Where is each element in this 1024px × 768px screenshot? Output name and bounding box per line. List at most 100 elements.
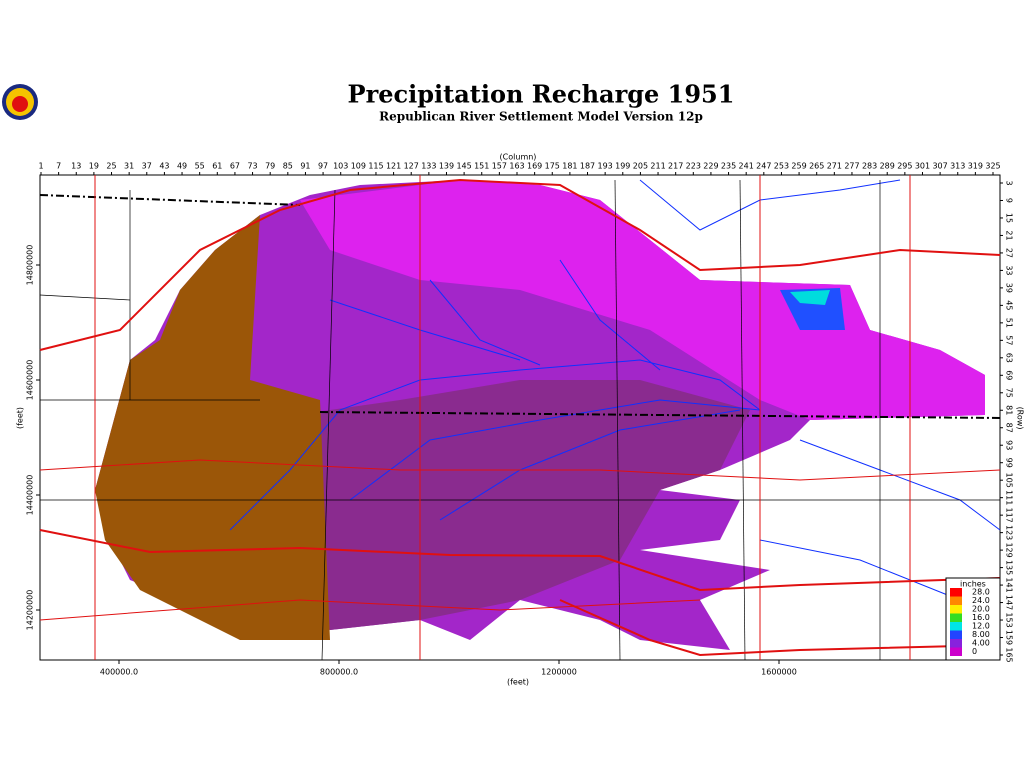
column-tick-label: 259 xyxy=(791,162,806,171)
legend-label: 4.00 xyxy=(972,639,990,648)
column-tick-label: 1 xyxy=(38,162,43,171)
row-tick-label: 3 xyxy=(1005,180,1014,185)
column-tick-label: 289 xyxy=(880,162,895,171)
x-tick-label: 400000.0 xyxy=(100,668,138,677)
legend-label: 0 xyxy=(972,647,977,656)
row-tick-label: 99 xyxy=(1005,458,1014,468)
legend-label: 20.0 xyxy=(972,605,990,614)
column-tick-label: 199 xyxy=(615,162,630,171)
column-tick-label: 295 xyxy=(897,162,912,171)
column-tick-label: 235 xyxy=(721,162,736,171)
column-tick-label: 85 xyxy=(283,162,293,171)
legend-swatch xyxy=(950,622,962,631)
y-label: (feet) xyxy=(16,407,25,429)
column-tick-label: 229 xyxy=(703,162,718,171)
row-tick-label: 21 xyxy=(1005,230,1014,240)
column-tick-label: 175 xyxy=(545,162,560,171)
legend-swatch xyxy=(950,588,962,597)
x-label: (feet) xyxy=(507,678,529,687)
column-tick-label: 31 xyxy=(124,162,134,171)
column-tick-label: 313 xyxy=(950,162,965,171)
row-tick-label: 105 xyxy=(1005,473,1014,488)
column-tick-label: 169 xyxy=(527,162,542,171)
legend-swatch xyxy=(950,647,962,656)
row-tick-label: 129 xyxy=(1005,542,1014,557)
subtitle: Republican River Settlement Model Versio… xyxy=(379,110,703,124)
x-tick-label: 1600000 xyxy=(761,668,797,677)
row-tick-label: 87 xyxy=(1005,423,1014,433)
column-tick-label: 37 xyxy=(142,162,152,171)
y-tick-label: 14400000 xyxy=(26,475,35,516)
column-tick-label: 91 xyxy=(300,162,310,171)
row-tick-label: 27 xyxy=(1005,248,1014,258)
title: Precipitation Recharge 1951 xyxy=(348,80,735,109)
column-tick-label: 151 xyxy=(474,162,489,171)
column-tick-label: 67 xyxy=(230,162,240,171)
column-tick-label: 79 xyxy=(265,162,275,171)
column-tick-label: 271 xyxy=(827,162,842,171)
column-tick-label: 73 xyxy=(247,162,257,171)
row-tick-label: 153 xyxy=(1005,612,1014,627)
row-tick-label: 135 xyxy=(1005,560,1014,575)
column-tick-label: 325 xyxy=(985,162,1000,171)
legend-swatch xyxy=(950,613,962,622)
x-tick-label: 1200000 xyxy=(541,668,577,677)
column-tick-label: 25 xyxy=(106,162,116,171)
row-tick-label: 147 xyxy=(1005,595,1014,610)
row-tick-label: 81 xyxy=(1005,405,1014,415)
column-tick-label: 115 xyxy=(368,162,383,171)
column-tick-label: 109 xyxy=(351,162,366,171)
legend-label: 24.0 xyxy=(972,596,990,605)
x-tick-label: 800000.0 xyxy=(320,668,358,677)
row-tick-label: 63 xyxy=(1005,353,1014,363)
row-tick-label: 45 xyxy=(1005,300,1014,310)
y-tick-label: 14800000 xyxy=(26,245,35,286)
column-tick-label: 181 xyxy=(562,162,577,171)
legend-swatch xyxy=(950,605,962,614)
column-tick-label: 157 xyxy=(492,162,507,171)
column-tick-label: 121 xyxy=(386,162,401,171)
column-tick-label: 139 xyxy=(439,162,454,171)
row-tick-label: 111 xyxy=(1005,490,1014,505)
row-label: (Row) xyxy=(1016,407,1024,430)
legend-swatch xyxy=(950,596,962,605)
row-tick-label: 9 xyxy=(1005,198,1014,203)
column-tick-label: 133 xyxy=(421,162,436,171)
row-tick-label: 159 xyxy=(1005,630,1014,645)
column-tick-label: 193 xyxy=(598,162,613,171)
row-tick-label: 165 xyxy=(1005,647,1014,662)
column-tick-label: 103 xyxy=(333,162,348,171)
column-label: (Column) xyxy=(500,153,537,162)
column-tick-label: 319 xyxy=(968,162,983,171)
legend-swatch xyxy=(950,639,962,648)
row-tick-label: 15 xyxy=(1005,213,1014,223)
column-tick-label: 145 xyxy=(456,162,471,171)
row-tick-label: 39 xyxy=(1005,283,1014,293)
row-tick-label: 123 xyxy=(1005,525,1014,540)
column-tick-label: 205 xyxy=(633,162,648,171)
legend-label: 28.0 xyxy=(972,588,990,597)
column-tick-label: 61 xyxy=(212,162,222,171)
column-tick-label: 247 xyxy=(756,162,771,171)
row-tick-label: 75 xyxy=(1005,388,1014,398)
legend-label: 12.0 xyxy=(972,622,990,631)
column-tick-label: 19 xyxy=(89,162,99,171)
row-tick-label: 33 xyxy=(1005,265,1014,275)
column-tick-label: 265 xyxy=(809,162,824,171)
column-tick-label: 187 xyxy=(580,162,595,171)
row-tick-label: 117 xyxy=(1005,508,1014,523)
column-tick-label: 49 xyxy=(177,162,187,171)
row-tick-label: 93 xyxy=(1005,440,1014,450)
column-tick-label: 97 xyxy=(318,162,328,171)
column-tick-label: 217 xyxy=(668,162,683,171)
column-tick-label: 211 xyxy=(650,162,665,171)
logo xyxy=(2,84,38,120)
column-tick-label: 253 xyxy=(774,162,789,171)
column-tick-label: 55 xyxy=(195,162,205,171)
y-tick-label: 14600000 xyxy=(26,360,35,401)
column-tick-label: 7 xyxy=(56,162,61,171)
legend-label: 16.0 xyxy=(972,613,990,622)
row-tick-label: 141 xyxy=(1005,577,1014,592)
column-tick-label: 127 xyxy=(404,162,419,171)
